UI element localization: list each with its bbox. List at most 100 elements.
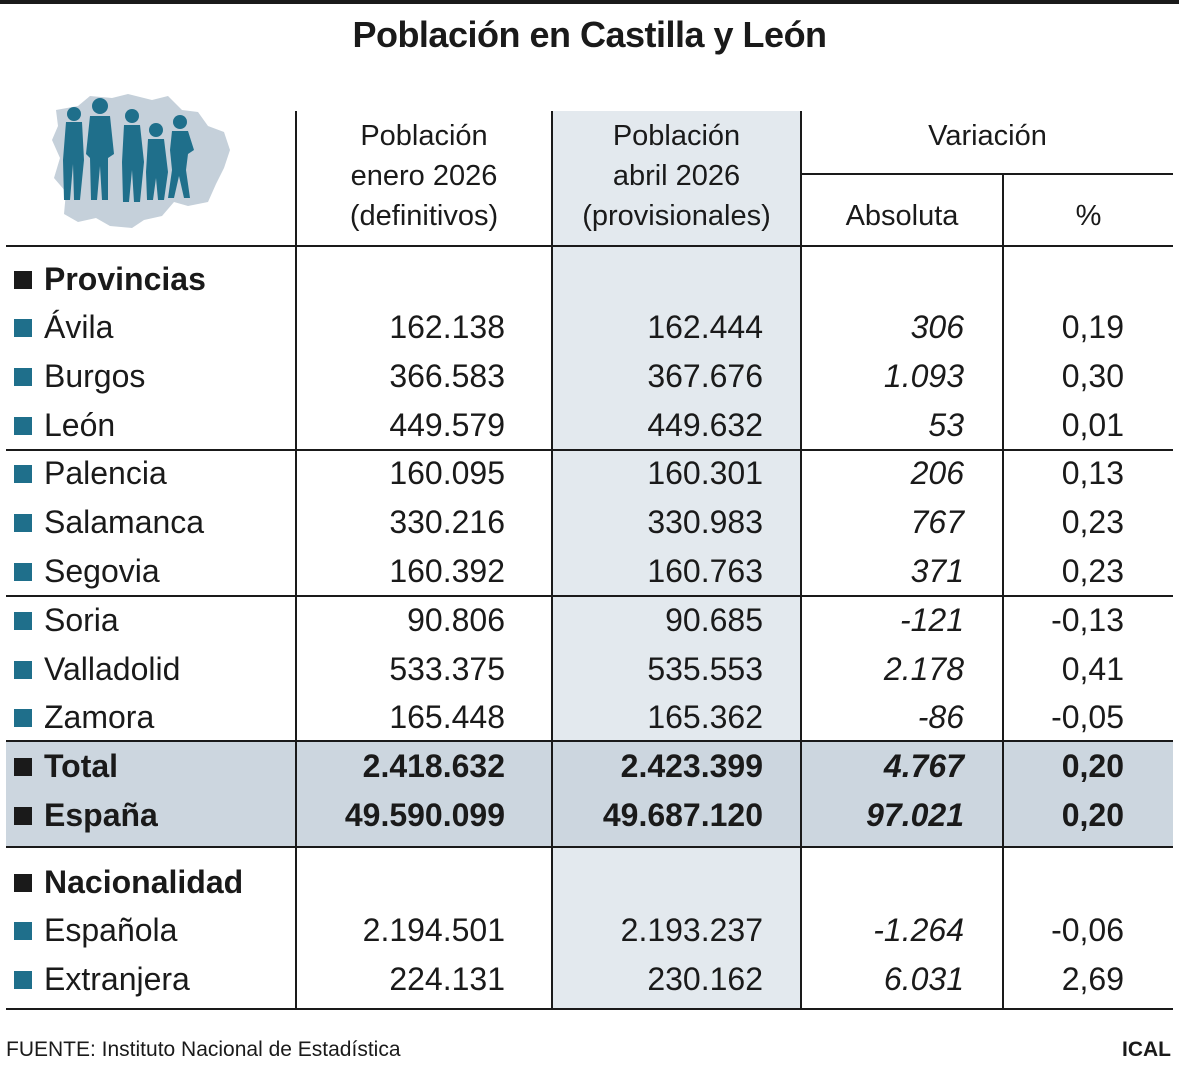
cell-enero: 2.418.632 <box>362 748 505 784</box>
header-col1-line1: Población <box>360 120 488 152</box>
cell-enero: 366.583 <box>389 358 505 394</box>
header-col2-line2: abril 2026 <box>612 160 741 192</box>
header-col2-line1: Población <box>612 120 741 152</box>
row-name: Segovia <box>44 553 160 589</box>
bullet-square-icon <box>14 807 32 825</box>
cell-percent: 0,23 <box>1061 553 1124 589</box>
header-col1-line2: enero 2026 <box>350 160 498 192</box>
header-col1: Población enero 2026 (definitivos) <box>297 116 551 236</box>
bullet-square-icon <box>14 319 32 337</box>
cell-percent: 0,23 <box>1061 504 1124 540</box>
row-label: Burgos <box>14 352 145 400</box>
cell-percent: 0,20 <box>1061 797 1124 833</box>
cell-percent: 2,69 <box>1061 961 1124 997</box>
cell-enero: 162.138 <box>389 309 505 345</box>
cell-enero: 2.194.501 <box>362 912 505 948</box>
cell-abril: 449.632 <box>647 407 763 443</box>
highlight-column-panel <box>553 111 800 1009</box>
bullet-square-icon <box>14 661 32 679</box>
row-label: Ávila <box>14 303 113 351</box>
row-label: Segovia <box>14 547 160 595</box>
cell-absoluta: 371 <box>910 553 964 589</box>
bullet-square-icon <box>14 465 32 483</box>
cell-enero: 224.131 <box>389 961 505 997</box>
bullet-square-icon <box>14 758 32 776</box>
row-label: León <box>14 401 115 449</box>
cell-abril: 230.162 <box>647 961 763 997</box>
group-rule-2 <box>6 595 1173 597</box>
section-nacionalidad-label: Nacionalidad <box>44 864 244 900</box>
bullet-square-icon <box>14 922 32 940</box>
cell-abril: 2.423.399 <box>620 748 763 784</box>
cell-percent: 0,01 <box>1061 407 1124 443</box>
column-divider-2 <box>551 111 553 1010</box>
cell-abril: 90.685 <box>665 602 763 638</box>
cell-enero: 49.590.099 <box>344 797 505 833</box>
row-name: León <box>44 407 116 443</box>
row-name: Valladolid <box>44 651 181 687</box>
cell-absoluta: 6.031 <box>883 961 964 997</box>
section-provincias: Provincias <box>14 255 206 303</box>
header-bottom-rule <box>6 245 1173 247</box>
bullet-square-icon <box>14 874 32 892</box>
cell-abril: 49.687.120 <box>602 797 763 833</box>
row-name: Soria <box>44 602 119 638</box>
cell-absoluta: 206 <box>910 455 964 491</box>
cell-absoluta: 97.021 <box>866 797 964 833</box>
row-name: Total <box>44 748 119 784</box>
section-nacionalidad: Nacionalidad <box>14 858 243 906</box>
population-map-icon <box>52 94 230 228</box>
bullet-square-icon <box>14 563 32 581</box>
cell-abril: 367.676 <box>647 358 763 394</box>
bullet-square-icon <box>14 514 32 532</box>
bullet-square-icon <box>14 368 32 386</box>
header-variacion: Variación <box>928 120 1047 152</box>
chart-title: Población en Castilla y León <box>352 14 827 55</box>
cell-abril: 160.763 <box>647 553 763 589</box>
section-provincias-label: Provincias <box>44 261 206 297</box>
row-name: Salamanca <box>44 504 205 540</box>
cell-absoluta: 1.093 <box>883 358 964 394</box>
cell-enero: 330.216 <box>389 504 505 540</box>
row-label: Zamora <box>14 693 154 741</box>
cell-enero: 90.806 <box>407 602 505 638</box>
cell-abril: 162.444 <box>647 309 763 345</box>
row-name: España <box>44 797 158 833</box>
cell-percent: -0,13 <box>1051 602 1124 638</box>
cell-abril: 2.193.237 <box>620 912 763 948</box>
column-divider-4 <box>1002 173 1004 1010</box>
bullet-square-icon <box>14 417 32 435</box>
cell-enero: 160.392 <box>389 553 505 589</box>
cell-enero: 533.375 <box>389 651 505 687</box>
table-bottom-rule <box>6 1008 1173 1010</box>
header-col2: Población abril 2026 (provisionales) <box>553 116 800 236</box>
header-absoluta: Absoluta <box>845 200 959 232</box>
row-name: Palencia <box>44 455 167 491</box>
cell-percent: 0,20 <box>1061 748 1124 784</box>
cell-absoluta: 306 <box>910 309 964 345</box>
totals-band <box>6 741 1173 847</box>
row-label: Total <box>14 742 118 790</box>
footer-brand: ICAL <box>1122 1038 1171 1061</box>
row-name: Zamora <box>44 699 155 735</box>
row-label: Soria <box>14 596 119 644</box>
header-col2-line3: (provisionales) <box>582 200 771 232</box>
header-col1-line3: (definitivos) <box>349 200 499 232</box>
row-name: Ávila <box>44 309 114 345</box>
row-name: Burgos <box>44 358 146 394</box>
bullet-square-icon <box>14 612 32 630</box>
cell-enero: 449.579 <box>389 407 505 443</box>
cell-absoluta: -121 <box>899 602 964 638</box>
cell-percent: -0,06 <box>1051 912 1124 948</box>
cell-absoluta: -1.264 <box>873 912 964 948</box>
totals-top-rule <box>6 740 1173 742</box>
cell-absoluta: -86 <box>917 699 964 735</box>
cell-absoluta: 767 <box>910 504 964 540</box>
cell-absoluta: 4.767 <box>883 748 964 784</box>
group-rule-1 <box>6 449 1173 451</box>
bullet-square-icon <box>14 271 32 289</box>
cell-percent: 0,13 <box>1061 455 1124 491</box>
column-divider-1 <box>295 111 297 1010</box>
top-rule <box>0 0 1179 4</box>
cell-enero: 160.095 <box>389 455 505 491</box>
